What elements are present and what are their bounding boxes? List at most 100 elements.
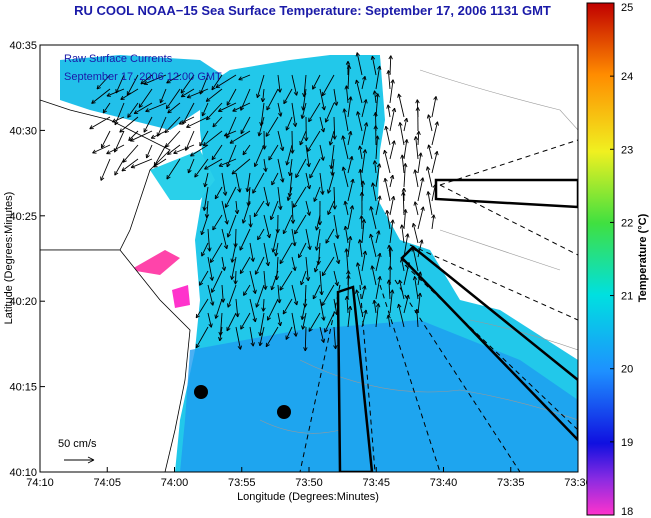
- currents-time-label: September 17, 2006 12:00 GMT: [64, 71, 222, 83]
- x-tick-label: 73:35: [497, 477, 525, 489]
- current-vector: [344, 248, 349, 272]
- current-vector: [398, 279, 405, 300]
- current-vector: [319, 172, 325, 195]
- current-vector: [235, 298, 240, 318]
- current-vector: [233, 270, 238, 285]
- current-vector: [145, 102, 167, 113]
- current-vector: [102, 102, 111, 114]
- current-vector: [300, 102, 307, 119]
- current-vector: [249, 326, 255, 347]
- colorbar-tick-label: 22: [621, 217, 633, 229]
- bathymetry-contours: [259, 69, 578, 434]
- current-vector: [249, 298, 257, 323]
- current-vector: [249, 270, 257, 294]
- current-vector: [111, 116, 125, 123]
- current-vector: [355, 262, 363, 286]
- current-vector: [386, 70, 391, 90]
- current-vector: [279, 270, 293, 291]
- current-vector: [271, 228, 279, 253]
- current-vector: [205, 88, 223, 102]
- current-vector: [290, 200, 296, 224]
- current-vector: [91, 88, 111, 104]
- current-vector: [239, 256, 251, 275]
- current-vector: [312, 74, 321, 90]
- current-vector: [344, 85, 349, 104]
- current-vector: [303, 326, 308, 352]
- current-vector: [165, 130, 181, 148]
- x-tick-label: 73:40: [430, 477, 458, 489]
- current-vector: [359, 191, 365, 216]
- current-vector: [355, 79, 363, 104]
- current-vector: [253, 200, 265, 218]
- current-vector: [416, 130, 421, 146]
- current-vector: [341, 135, 349, 160]
- current-vector: [305, 256, 311, 282]
- current-vector: [226, 312, 237, 332]
- current-vector: [384, 125, 391, 146]
- current-vector: [403, 294, 410, 314]
- current-vector: [355, 289, 363, 314]
- current-vector: [386, 314, 391, 328]
- current-vector: [178, 116, 195, 125]
- current-vector: [361, 250, 368, 272]
- current-vector: [375, 135, 380, 160]
- current-vector: [425, 166, 433, 188]
- current-vector: [173, 144, 195, 155]
- current-vector: [221, 256, 227, 271]
- x-tick-label: 74:10: [26, 477, 54, 489]
- current-vector: [277, 158, 285, 183]
- scale-arrow: [64, 456, 95, 464]
- current-vector: [333, 88, 339, 106]
- current-vector: [204, 158, 223, 170]
- current-vector: [375, 163, 382, 188]
- current-vector: [215, 74, 237, 88]
- current-vector: [356, 111, 363, 132]
- current-vector: [238, 74, 251, 81]
- current-vector: [315, 214, 321, 231]
- y-axis-ticks: 40:35 40:30 40:25 40:20 40:15 40:10: [9, 40, 45, 479]
- current-vector: [319, 270, 324, 296]
- current-vector: [375, 276, 382, 300]
- current-vector: [199, 270, 209, 286]
- current-vector: [321, 256, 335, 277]
- current-vector: [129, 130, 153, 142]
- current-vector: [358, 145, 363, 160]
- current-vector: [283, 88, 293, 105]
- current-vector: [343, 200, 349, 216]
- y-tick-label: 40:10: [9, 467, 37, 479]
- current-vector: [263, 242, 270, 267]
- current-vector: [304, 116, 309, 142]
- current-vector: [92, 144, 111, 154]
- current-vector: [403, 209, 408, 230]
- current-vector: [341, 166, 349, 188]
- current-vector: [227, 284, 237, 308]
- current-vector: [241, 200, 251, 224]
- coastline-south: [40, 249, 191, 472]
- current-vector: [332, 186, 337, 210]
- current-vector: [308, 102, 321, 123]
- current-vector: [312, 284, 321, 300]
- current-vector: [106, 88, 125, 97]
- current-vector: [389, 289, 395, 314]
- current-vector: [319, 116, 326, 133]
- current-vector: [207, 228, 212, 252]
- current-vector: [375, 230, 381, 244]
- current-vector: [143, 116, 153, 133]
- current-vector: [207, 284, 215, 306]
- current-vector: [226, 88, 237, 106]
- current-vector: [266, 298, 279, 321]
- current-vector: [277, 130, 285, 152]
- current-vector: [385, 209, 391, 230]
- current-vector: [325, 228, 335, 244]
- current-vector: [414, 308, 420, 328]
- y-tick-label: 40:35: [9, 40, 37, 52]
- current-vector: [295, 158, 307, 179]
- current-vector: [357, 239, 363, 258]
- current-vector: [370, 55, 377, 76]
- current-vector: [403, 262, 411, 286]
- current-vector: [431, 150, 439, 174]
- x-tick-label: 73:45: [362, 477, 390, 489]
- current-vector: [261, 298, 266, 312]
- current-vector: [195, 298, 209, 319]
- currents-label: Raw Surface Currents: [64, 53, 173, 65]
